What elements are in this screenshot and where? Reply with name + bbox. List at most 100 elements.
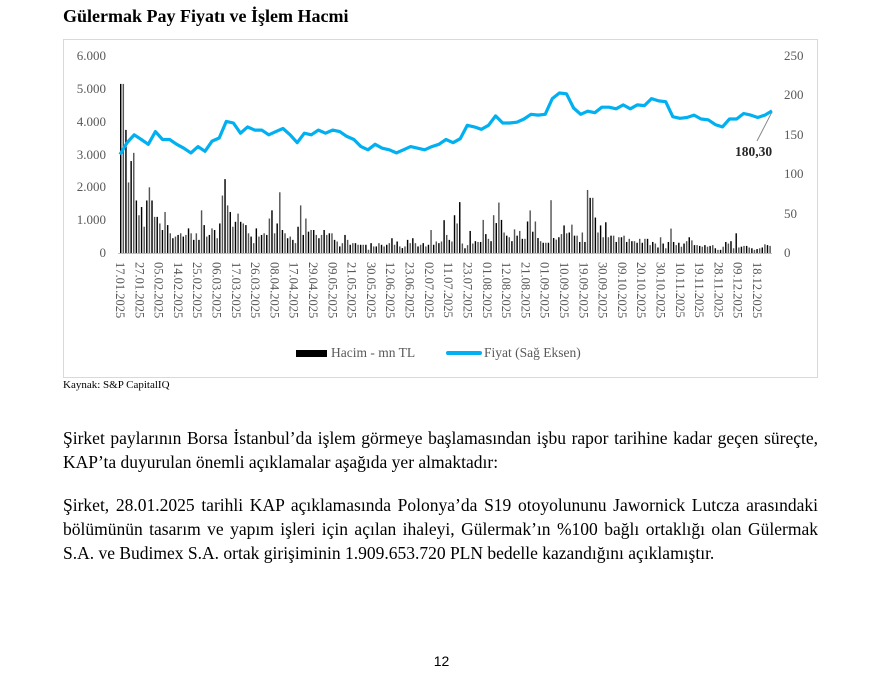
volume-bar: [615, 241, 617, 253]
volume-bar: [211, 228, 213, 254]
volume-bar: [432, 244, 435, 253]
volume-bar: [492, 215, 495, 253]
right-axis-tick-label: 0: [784, 245, 791, 260]
volume-bar: [226, 205, 229, 253]
volume-bar: [610, 235, 612, 253]
volume-bar: [745, 245, 748, 253]
volume-bar: [545, 242, 547, 253]
x-axis-date-label: 23.07.2025: [460, 262, 475, 319]
volume-bar: [190, 233, 192, 253]
volume-bar: [505, 235, 508, 253]
volume-bar: [542, 242, 544, 253]
volume-bar: [292, 239, 294, 253]
volume-bar: [665, 248, 667, 253]
paragraph-kap-announcement: Şirket, 28.01.2025 tarihli KAP açıklamas…: [63, 495, 818, 563]
left-axis-tick-label: 1.000: [76, 212, 106, 228]
volume-bar: [712, 245, 714, 253]
volume-bar: [652, 241, 654, 253]
volume-bar: [761, 247, 763, 253]
volume-bar: [508, 237, 511, 253]
volume-bar: [753, 249, 756, 253]
volume-bar: [459, 202, 461, 253]
volume-bar: [419, 244, 422, 253]
volume-bar: [339, 246, 341, 253]
x-axis-date-label: 18.12.2025: [750, 262, 764, 319]
volume-bar: [284, 233, 286, 253]
volume-bar: [362, 244, 364, 253]
volume-bar: [529, 210, 531, 253]
volume-bar: [203, 225, 205, 253]
volume-bar: [495, 223, 497, 253]
volume-bar: [247, 233, 250, 253]
x-axis-date-label: 09.10.2025: [614, 262, 629, 319]
x-axis-date-label: 17.01.2025: [113, 262, 127, 319]
volume-bar: [539, 241, 542, 253]
volume-bar: [169, 233, 171, 253]
volume-bar: [758, 248, 761, 253]
volume-bar: [193, 239, 195, 253]
volume-bar: [704, 245, 706, 253]
volume-bar: [636, 242, 638, 253]
x-axis-date-label: 01.09.2025: [537, 262, 552, 319]
volume-bar: [161, 230, 164, 253]
volume-bar: [641, 242, 644, 253]
volume-bar: [456, 223, 458, 253]
volume-bar: [764, 244, 766, 253]
volume-bar: [638, 238, 641, 253]
volume-bar: [370, 243, 372, 253]
volume-bar: [294, 243, 297, 253]
volume-bar: [599, 225, 602, 253]
left-axis-tick-label: 3.000: [76, 146, 106, 162]
volume-bar: [344, 234, 346, 253]
volume-bar: [250, 236, 252, 253]
x-axis-date-label: 21.05.2025: [344, 262, 359, 319]
volume-bar: [302, 234, 304, 253]
volume-bar: [328, 233, 331, 253]
volume-bar: [260, 234, 263, 253]
volume-bar: [427, 244, 430, 253]
x-axis-date-label: 12.06.2025: [383, 262, 398, 319]
volume-bar: [680, 246, 683, 253]
volume-bar: [474, 241, 477, 253]
volume-bar: [435, 241, 437, 253]
right-axis-tick-label: 50: [784, 205, 797, 221]
volume-bar: [229, 211, 231, 253]
volume-bar: [696, 245, 698, 253]
volume-bar: [537, 238, 539, 253]
volume-bar: [406, 239, 409, 253]
volume-bar: [769, 245, 771, 253]
volume-bar: [409, 243, 411, 253]
x-axis-date-label: 17.03.2025: [228, 262, 243, 319]
volume-bar: [219, 223, 221, 253]
volume-bar: [659, 237, 662, 253]
left-axis-tick-label: 2.000: [76, 179, 106, 195]
volume-bar: [396, 241, 398, 253]
volume-bar: [461, 243, 464, 253]
volume-bar: [487, 238, 490, 253]
volume-bar: [701, 246, 704, 253]
volume-bar: [482, 219, 484, 253]
volume-bar: [503, 232, 505, 253]
volume-bar: [412, 238, 414, 253]
volume-bar: [766, 245, 769, 253]
paragraph-intro: Şirket paylarının Borsa İstanbul’da işle…: [63, 428, 818, 472]
x-axis-date-label: 09.12.2025: [730, 262, 745, 319]
volume-bar: [589, 197, 591, 253]
x-axis-date-label: 27.01.2025: [132, 262, 147, 319]
x-axis-date-label: 05.02.2025: [151, 262, 166, 319]
volume-bar: [667, 241, 670, 253]
volume-bar: [198, 239, 200, 253]
volume-bar: [693, 245, 696, 253]
volume-bar: [159, 223, 161, 253]
volume-bar: [315, 234, 318, 253]
x-axis-date-label: 02.07.2025: [421, 262, 436, 319]
volume-bar: [472, 243, 474, 253]
price-line: [118, 91, 773, 156]
volume-bar: [576, 235, 578, 253]
right-axis-tick-label: 250: [784, 48, 804, 63]
volume-bar: [592, 197, 594, 253]
volume-bar: [685, 241, 688, 253]
x-axis-date-label: 30.10.2025: [653, 262, 668, 319]
left-axis-tick-label: 4.000: [76, 113, 106, 129]
volume-bar: [172, 238, 174, 253]
